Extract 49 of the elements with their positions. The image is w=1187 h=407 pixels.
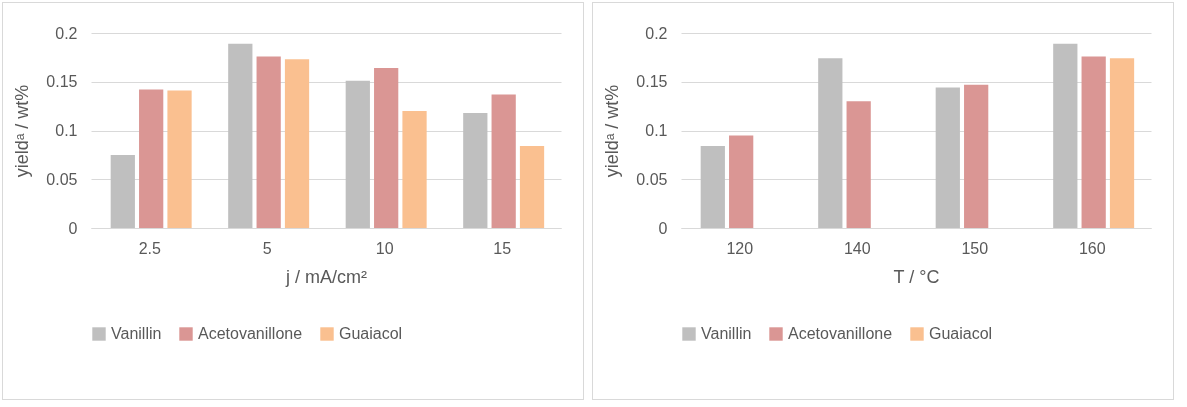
bar (463, 112, 488, 228)
x-tick-label: 120 (726, 239, 754, 257)
bar (402, 111, 427, 228)
x-tick-label: 15 (493, 239, 512, 257)
y-axis-title: yieldᵃ / wt% (12, 84, 33, 178)
bar (228, 43, 253, 228)
legend-label: Guaiacol (339, 325, 403, 342)
x-tick-label: 2.5 (138, 239, 161, 257)
x-tick-label: 5 (262, 239, 272, 257)
y-tick-label: 0.05 (46, 170, 78, 188)
bar (491, 94, 516, 228)
x-axis-title: T / °C (893, 266, 940, 287)
legend-label: Acetovanillone (788, 325, 893, 342)
y-tick-label: 0.2 (645, 24, 668, 42)
legend-label: Vanillin (111, 325, 162, 342)
y-tick-label: 0.15 (46, 73, 78, 91)
bar (935, 87, 960, 228)
y-tick-label: 0.2 (55, 24, 78, 42)
bar (1081, 56, 1106, 228)
legend-label: Acetovanillone (198, 325, 303, 342)
y-tick-label: 0.1 (55, 122, 78, 139)
x-tick-label: 140 (843, 239, 871, 257)
legend-label: Vanillin (701, 325, 752, 342)
bar (818, 58, 843, 228)
bar (729, 135, 754, 228)
bar (139, 89, 164, 228)
bar (167, 90, 192, 228)
x-tick-label: 160 (1078, 239, 1106, 257)
bar (700, 146, 725, 228)
x-tick-label: 10 (375, 239, 394, 257)
bar (374, 68, 399, 228)
bar (284, 59, 310, 228)
bar (1053, 43, 1078, 228)
y-tick-label: 0 (658, 219, 668, 237)
bar (345, 80, 370, 228)
bar (1109, 58, 1135, 228)
y-tick-label: 0.05 (636, 170, 668, 188)
x-tick-label: 150 (961, 239, 989, 257)
y-axis-title: yieldᵃ / wt% (602, 84, 623, 178)
bar (964, 84, 989, 228)
y-tick-label: 0.1 (645, 122, 668, 139)
y-tick-label: 0.15 (636, 73, 668, 91)
bar (846, 101, 871, 228)
bar (519, 146, 545, 228)
legend-label: Guaiacol (929, 325, 993, 342)
x-axis-title: j / mA/cm² (285, 266, 367, 287)
bar (256, 56, 281, 228)
bar (110, 154, 135, 228)
y-tick-label: 0 (68, 219, 78, 237)
